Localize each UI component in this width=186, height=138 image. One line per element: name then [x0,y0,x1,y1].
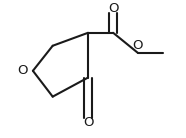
Text: O: O [133,39,143,52]
Text: O: O [17,64,28,77]
Text: O: O [108,2,118,15]
Text: O: O [83,116,93,129]
